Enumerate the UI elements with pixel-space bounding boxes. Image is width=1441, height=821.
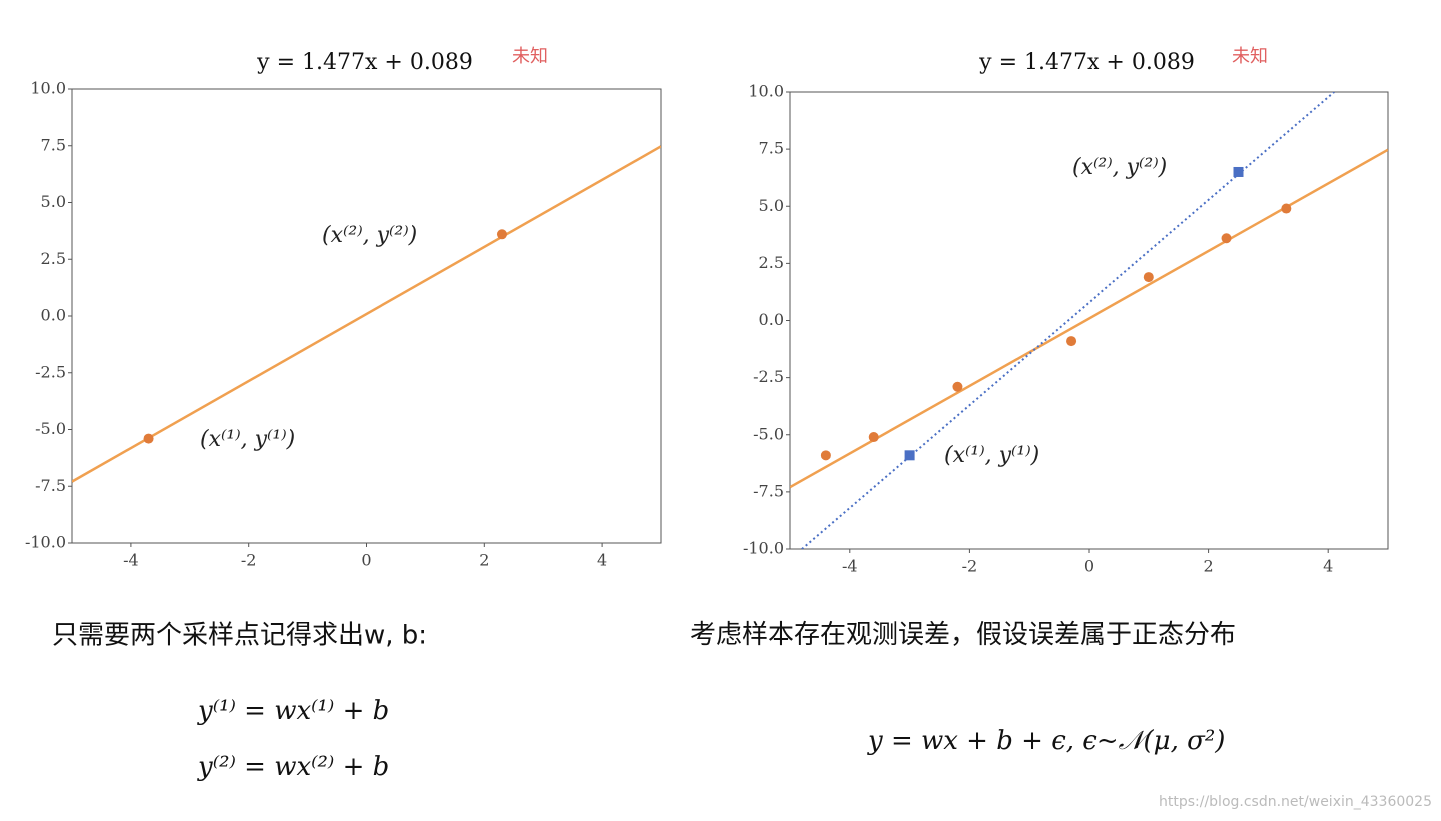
y-tick-label: 7.5 <box>41 135 66 154</box>
annotation: (x⁽²⁾, y⁽²⁾) <box>322 223 417 248</box>
point <box>1233 166 1244 177</box>
y-tick-label: 2.5 <box>41 249 66 268</box>
point <box>1221 233 1232 244</box>
x-tick-label: 0 <box>1084 557 1094 576</box>
y-tick-label: 0.0 <box>759 310 784 329</box>
point <box>952 381 963 392</box>
point <box>143 433 154 444</box>
y-tick-label: -5.0 <box>35 419 66 438</box>
y-tick-label: 0.0 <box>41 306 66 325</box>
y-tick-label: -7.5 <box>753 481 784 500</box>
y-tick-label: -5.0 <box>753 424 784 443</box>
x-tick-label: 4 <box>1323 557 1333 576</box>
right-heading-box: 考虑样本存在观测误差，假设误差属于正态分布 <box>690 620 1237 650</box>
annotation: (x⁽²⁾, y⁽²⁾) <box>1072 155 1167 180</box>
x-tick-label: 2 <box>479 551 489 570</box>
chart-title: y = 1.477x + 0.089 <box>256 50 473 75</box>
y-tick-label: 5.0 <box>759 196 784 215</box>
y-tick-label: 5.0 <box>41 192 66 211</box>
y-tick-label: -2.5 <box>753 367 784 386</box>
point <box>1281 203 1292 214</box>
title-note: 未知 <box>512 46 548 67</box>
line <box>790 148 1388 489</box>
point <box>1143 272 1154 283</box>
annotation: (x⁽¹⁾, y⁽¹⁾) <box>200 427 295 452</box>
equation: y⁽¹⁾ = wx⁽¹⁾ + b <box>197 696 389 726</box>
chart-title: y = 1.477x + 0.089 <box>978 50 1195 75</box>
equation: y⁽²⁾ = wx⁽²⁾ + b <box>197 752 389 782</box>
point <box>904 450 915 461</box>
right-heading: 考虑样本存在观测误差，假设误差属于正态分布 <box>690 620 1237 650</box>
x-tick-label: 0 <box>361 551 371 570</box>
y-tick-label: 10.0 <box>30 79 66 98</box>
y-tick-label: 7.5 <box>759 139 784 158</box>
line <box>72 145 661 483</box>
title-note: 未知 <box>1232 46 1268 67</box>
x-tick-label: -4 <box>123 551 139 570</box>
y-tick-label: -7.5 <box>35 476 66 495</box>
point <box>868 432 879 443</box>
plot-frame <box>71 88 662 544</box>
y-tick-label: -2.5 <box>35 362 66 381</box>
y-tick-label: 10.0 <box>748 82 784 101</box>
equation: y = wx + b + ϵ, ϵ~𝒩(μ, σ²) <box>867 726 1225 756</box>
x-tick-label: 2 <box>1204 557 1214 576</box>
y-tick-label: -10.0 <box>25 533 66 552</box>
point <box>496 229 507 240</box>
x-tick-label: 4 <box>597 551 607 570</box>
line <box>801 92 1335 549</box>
y-tick-label: -10.0 <box>743 539 784 558</box>
point <box>1066 336 1077 347</box>
annotation: (x⁽¹⁾, y⁽¹⁾) <box>944 443 1039 468</box>
x-tick-label: -4 <box>842 557 858 576</box>
left-heading: 只需要两个采样点记得求出w, b: <box>52 621 427 651</box>
y-tick-label: 2.5 <box>759 253 784 272</box>
point <box>820 450 831 461</box>
x-tick-label: -2 <box>241 551 257 570</box>
watermark: https://blog.csdn.net/weixin_43360025 <box>1159 794 1432 810</box>
x-tick-label: -2 <box>962 557 978 576</box>
